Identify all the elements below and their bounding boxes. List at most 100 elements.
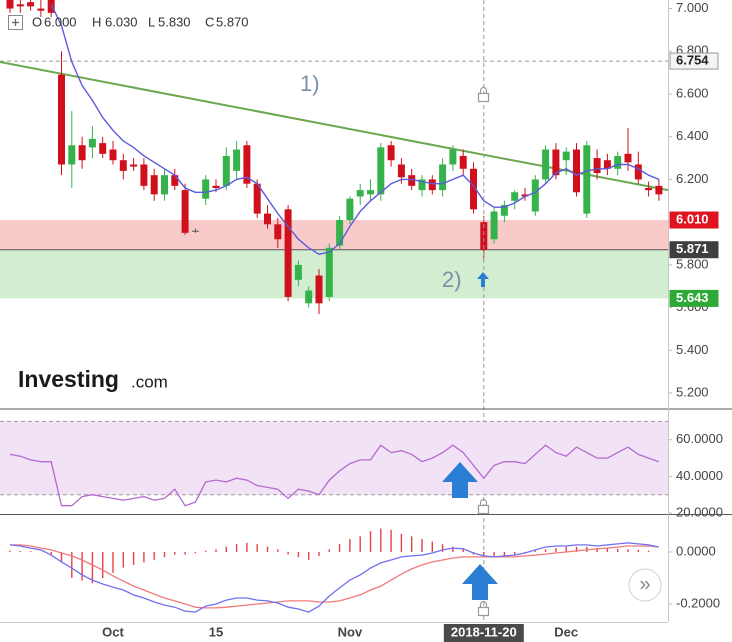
candle-body	[655, 185, 663, 195]
candle-body	[367, 190, 374, 195]
candle-body	[88, 138, 96, 148]
candle-body	[593, 158, 601, 174]
y-tick-label: 60.0000	[676, 431, 723, 446]
rsi-line	[9, 444, 660, 507]
candle-body	[449, 149, 457, 165]
toggle-plus	[12, 19, 19, 26]
candle-body	[397, 164, 405, 178]
readout-label: C	[205, 14, 214, 29]
candle-body	[233, 149, 241, 171]
x-tick-highlight	[443, 624, 524, 642]
price-level-label: 5.643	[676, 290, 709, 305]
x-tick-label: 15	[209, 624, 223, 639]
logo-suffix: .com	[131, 372, 168, 391]
readout-label: L	[148, 14, 155, 29]
candle-body	[542, 149, 550, 180]
price-level-box	[669, 241, 719, 259]
price-level-label: 5.871	[676, 241, 709, 256]
zone	[0, 220, 668, 250]
candle-body	[377, 147, 385, 195]
candle-body	[243, 145, 251, 184]
candle-body	[614, 155, 622, 169]
candle-body	[130, 164, 138, 167]
candle-body	[531, 179, 539, 212]
candle-body	[408, 175, 416, 186]
rsi-band	[0, 421, 668, 495]
candle-body	[253, 183, 261, 214]
candle-body	[109, 149, 117, 161]
candle-body	[562, 151, 570, 161]
arrow	[477, 272, 489, 287]
lock-icons	[477, 86, 490, 617]
y-tick-label: 6.400	[676, 128, 709, 143]
candle-body	[37, 8, 45, 11]
decorations	[0, 0, 732, 623]
price-level-label: 6.754	[676, 53, 709, 68]
candle-body	[202, 179, 210, 199]
candle-body	[58, 74, 65, 165]
price-level-box	[669, 52, 719, 70]
candle-body	[552, 149, 560, 176]
y-tick-label: 6.600	[676, 85, 709, 100]
candle-body	[336, 220, 344, 246]
candle-body	[119, 160, 127, 171]
candle-body	[222, 155, 230, 186]
y-tick-label: 6.200	[676, 171, 709, 186]
candle-body	[325, 247, 333, 297]
scroll-button-label[interactable]: »	[639, 573, 650, 595]
candle-body	[490, 211, 498, 240]
candle-body	[78, 145, 86, 161]
candle-body	[459, 155, 467, 169]
x-tick-label: 2018-11-20	[451, 624, 517, 639]
candle-body	[634, 164, 642, 180]
arrow	[442, 462, 478, 498]
y-tick-label: 5.200	[676, 384, 709, 399]
y-tick-label: -0.2000	[676, 595, 720, 610]
readout-value: 5.870	[216, 14, 249, 29]
candle-body	[387, 145, 395, 161]
readout-value: 5.830	[158, 14, 191, 29]
price-level-box	[669, 289, 719, 307]
price-level-label: 6.010	[676, 211, 709, 226]
annotation: 2)	[442, 267, 462, 292]
y-tick-label: 5.400	[676, 342, 709, 357]
candle-body	[284, 209, 292, 297]
readout-label: H	[92, 14, 101, 29]
candle-body	[274, 224, 282, 240]
candle-body	[521, 194, 529, 197]
x-tick-label: Oct	[102, 624, 124, 639]
y-tick-label: 7.000	[676, 0, 709, 15]
signal-line	[10, 544, 659, 609]
x-tick-label: Nov	[338, 624, 363, 639]
scroll-button[interactable]	[628, 568, 662, 602]
candle-body	[645, 187, 653, 191]
candle-body	[68, 145, 76, 165]
arrow	[462, 564, 498, 600]
candle-body	[346, 198, 354, 221]
zone	[0, 249, 668, 299]
candle-body	[305, 290, 313, 304]
moving-average	[50, 3, 660, 255]
candle-body	[500, 205, 508, 216]
candle-body	[191, 230, 199, 232]
candle-body	[603, 160, 611, 169]
candle-body	[315, 275, 323, 304]
candle-body	[140, 164, 148, 186]
candle-body	[470, 168, 477, 210]
y-tick-label: 40.0000	[676, 468, 723, 483]
x-tick-label: Dec	[554, 624, 578, 639]
candle-body	[181, 190, 189, 233]
candle-body	[264, 213, 271, 225]
macd-line	[9, 542, 660, 613]
candle-body	[16, 4, 24, 7]
candle-body	[573, 149, 580, 193]
candle-body	[294, 264, 302, 280]
candle-body	[171, 175, 179, 186]
candle-body	[212, 185, 220, 188]
y-tick-label: 5.800	[676, 256, 709, 271]
candle-body	[99, 143, 107, 154]
readout-value: 6.000	[44, 14, 77, 29]
candle-body	[27, 2, 35, 7]
